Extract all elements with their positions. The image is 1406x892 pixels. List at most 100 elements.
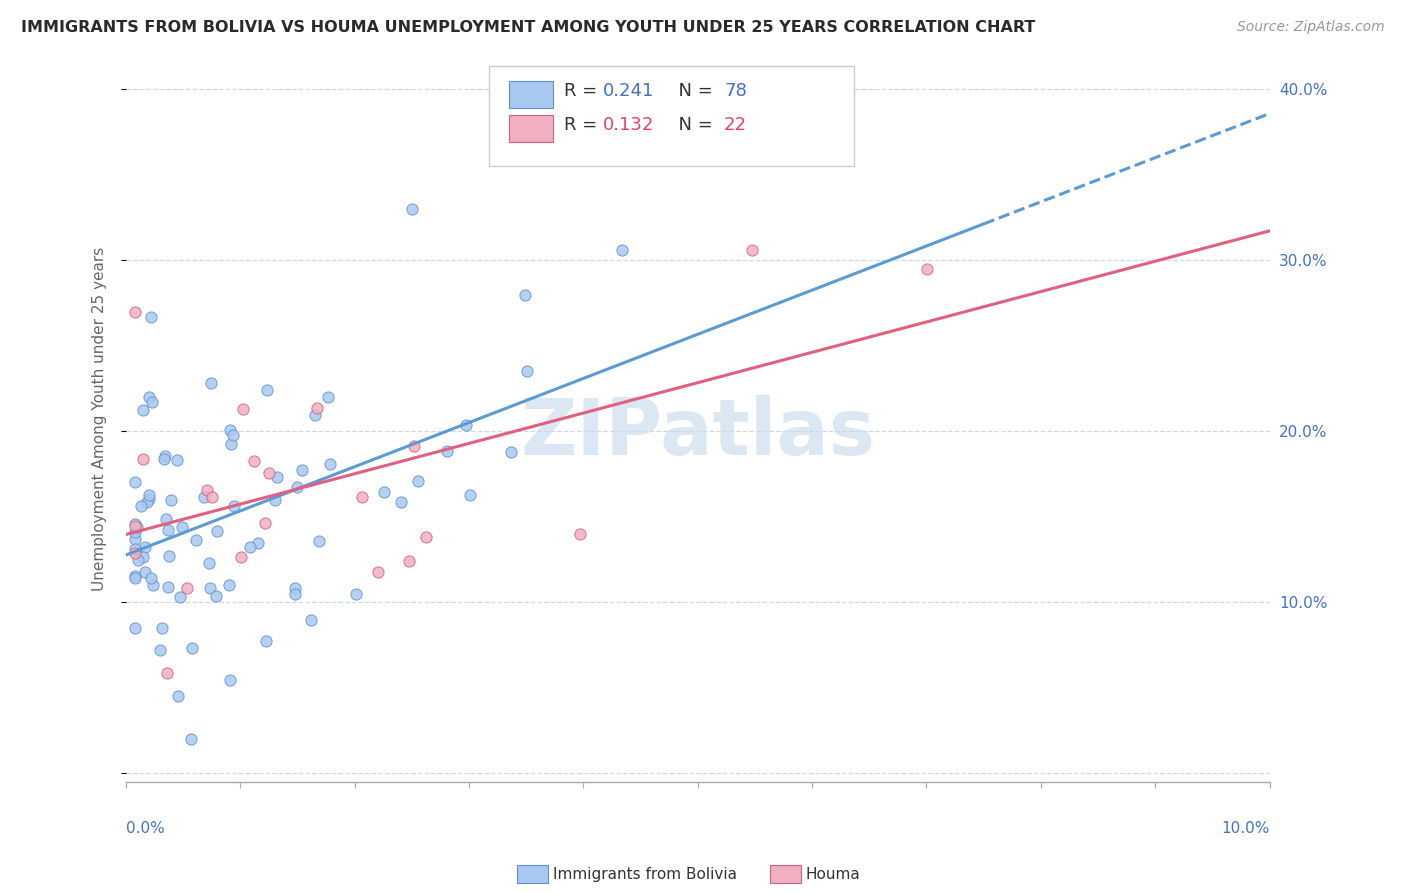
Point: [406, 474, 429, 488]
Point: [264, 492, 287, 507]
Point: [367, 565, 389, 579]
Point: [284, 581, 307, 595]
Point: [218, 577, 240, 591]
Point: [319, 457, 342, 471]
Point: [242, 454, 264, 468]
Point: [224, 500, 246, 514]
Point: [222, 428, 245, 442]
Point: [152, 452, 174, 467]
Point: [308, 533, 330, 548]
Point: [127, 553, 149, 567]
Text: IMMIGRANTS FROM BOLIVIA VS HOUMA UNEMPLOYMENT AMONG YOUTH UNDER 25 YEARS CORRELA: IMMIGRANTS FROM BOLIVIA VS HOUMA UNEMPLO…: [21, 20, 1035, 35]
Point: [200, 376, 222, 390]
Text: 78: 78: [724, 82, 747, 100]
Text: R =: R =: [564, 82, 603, 100]
Point: [350, 490, 373, 504]
Point: [501, 445, 523, 459]
Text: N =: N =: [666, 116, 718, 134]
Point: [915, 261, 938, 276]
FancyBboxPatch shape: [488, 66, 855, 166]
Point: [257, 466, 280, 480]
Point: [458, 488, 481, 502]
Point: [169, 590, 191, 604]
FancyBboxPatch shape: [509, 80, 553, 108]
Point: [129, 499, 152, 513]
Point: [402, 439, 425, 453]
Point: [155, 512, 177, 526]
Point: [124, 532, 146, 546]
Point: [193, 490, 215, 504]
Point: [415, 531, 437, 545]
Point: [568, 527, 591, 541]
Point: [150, 621, 173, 635]
Text: R =: R =: [564, 116, 603, 134]
Point: [246, 536, 269, 550]
Point: [516, 364, 538, 378]
Point: [304, 408, 326, 422]
Point: [398, 554, 420, 568]
Point: [219, 673, 242, 687]
Text: 0.0%: 0.0%: [127, 822, 165, 837]
Text: 22: 22: [724, 116, 747, 134]
Point: [253, 516, 276, 530]
Point: [229, 550, 252, 565]
Point: [373, 484, 395, 499]
Point: [138, 488, 160, 502]
Point: [167, 689, 190, 703]
Text: 0.132: 0.132: [603, 116, 654, 134]
Point: [124, 542, 146, 557]
Point: [155, 449, 177, 463]
Point: [256, 384, 278, 398]
Y-axis label: Unemployment Among Youth under 25 years: Unemployment Among Youth under 25 years: [93, 246, 107, 591]
Point: [132, 403, 155, 417]
Point: [176, 581, 198, 595]
Point: [125, 520, 148, 534]
Point: [197, 557, 219, 571]
Point: [201, 490, 224, 504]
Text: 10.0%: 10.0%: [1222, 822, 1270, 837]
FancyBboxPatch shape: [509, 115, 553, 143]
Point: [124, 571, 146, 585]
Point: [205, 524, 228, 538]
Point: [139, 310, 162, 324]
Point: [124, 304, 146, 318]
Point: [124, 569, 146, 583]
Text: N =: N =: [666, 82, 718, 100]
Point: [141, 572, 163, 586]
Point: [198, 581, 221, 595]
Point: [307, 401, 329, 416]
Point: [134, 565, 156, 579]
Point: [316, 390, 339, 404]
Point: [156, 580, 179, 594]
Point: [134, 540, 156, 554]
Point: [160, 492, 183, 507]
Point: [156, 665, 179, 680]
Point: [184, 533, 207, 547]
Point: [284, 587, 307, 601]
Point: [142, 578, 165, 592]
Point: [285, 480, 308, 494]
Point: [136, 495, 159, 509]
Point: [180, 732, 202, 747]
Point: [156, 523, 179, 537]
Point: [195, 483, 218, 498]
Point: [124, 621, 146, 635]
Point: [610, 244, 633, 258]
Point: [239, 540, 262, 554]
Point: [515, 288, 537, 302]
Point: [124, 517, 146, 532]
Point: [232, 402, 254, 417]
Point: [299, 613, 322, 627]
Point: [401, 202, 423, 216]
Point: [741, 243, 763, 257]
Point: [166, 453, 188, 467]
Text: Houma: Houma: [806, 867, 860, 881]
Text: Source: ZipAtlas.com: Source: ZipAtlas.com: [1237, 20, 1385, 34]
Point: [157, 549, 180, 563]
Point: [141, 395, 163, 409]
Point: [219, 437, 242, 451]
Point: [149, 643, 172, 657]
Point: [124, 475, 146, 489]
Point: [389, 495, 412, 509]
Point: [181, 641, 204, 656]
